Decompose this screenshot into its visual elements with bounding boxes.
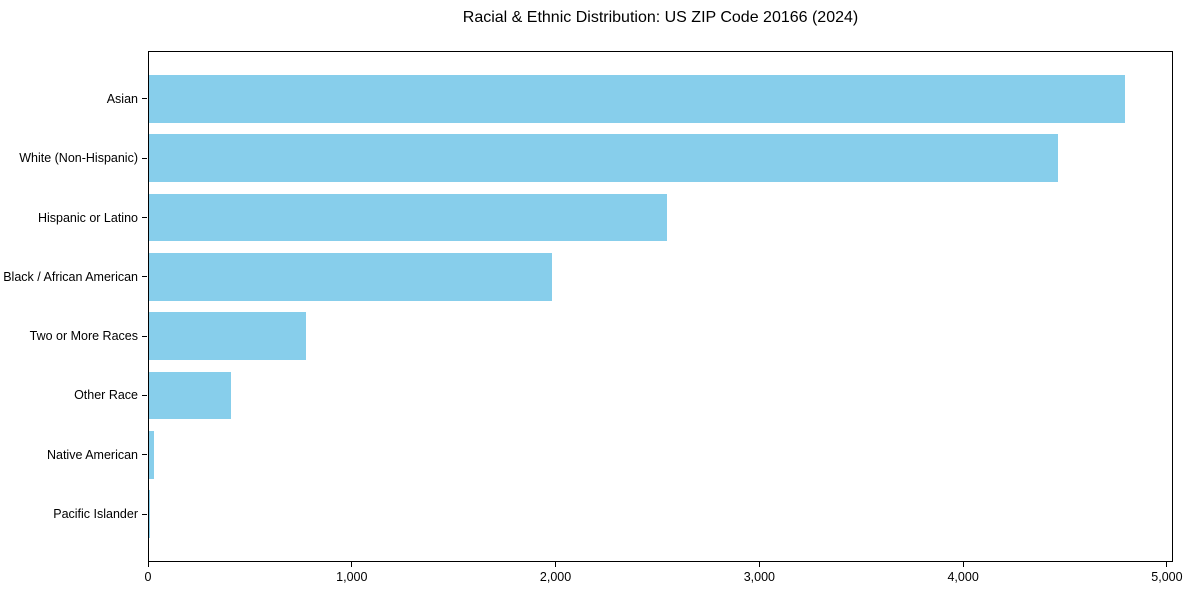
x-tick-label: 0	[144, 570, 152, 584]
bar	[149, 490, 150, 538]
y-tick-mark	[142, 454, 147, 456]
x-tick-label: 2,000	[539, 570, 572, 584]
y-axis: Asian White (Non-Hispanic) Hispanic or Lat…	[0, 51, 148, 562]
y-tick-mark	[142, 217, 147, 218]
bar	[149, 75, 1126, 123]
bar	[149, 371, 231, 420]
y-tick-mark	[142, 513, 147, 515]
y-tick-label: Other Race	[74, 388, 138, 403]
bar	[149, 134, 1058, 182]
y-tick-mark	[142, 394, 147, 396]
bar	[149, 193, 667, 242]
x-tick-mark	[147, 562, 149, 567]
plot-area	[148, 51, 1173, 562]
x-tick-mark	[1166, 562, 1168, 567]
bar	[149, 253, 553, 301]
y-tick-label: Two or More Races	[29, 329, 138, 344]
x-tick-mark	[962, 562, 964, 567]
x-tick-mark	[555, 562, 557, 567]
y-tick-label: White (Non-Hispanic)	[19, 151, 138, 166]
y-tick-mark	[142, 157, 147, 159]
y-tick-label: Native American	[46, 447, 138, 462]
x-axis: 0 1,000 2,000 3,000 4,000 5,000	[144, 562, 1183, 592]
x-tick-label: 4,000	[947, 570, 979, 584]
y-tick-mark	[142, 335, 147, 337]
x-tick-label: 1,000	[336, 570, 368, 584]
y-tick-mark	[142, 276, 147, 278]
bar	[149, 431, 154, 479]
chart-title: Racial & Ethnic Distribution: US ZIP Cod…	[462, 9, 859, 26]
y-tick-label: Asian	[106, 91, 138, 106]
x-tick-mark	[758, 562, 760, 567]
bar	[149, 312, 306, 360]
y-tick-mark	[142, 98, 147, 100]
y-tick-label: Hispanic or Latino	[37, 210, 138, 225]
x-tick-label: 5,000	[1151, 570, 1183, 584]
y-tick-label: Pacific Islander	[53, 507, 138, 522]
x-tick-mark	[351, 562, 353, 567]
y-tick-label: Black / African American	[3, 269, 138, 284]
x-tick-label: 3,000	[743, 570, 775, 584]
